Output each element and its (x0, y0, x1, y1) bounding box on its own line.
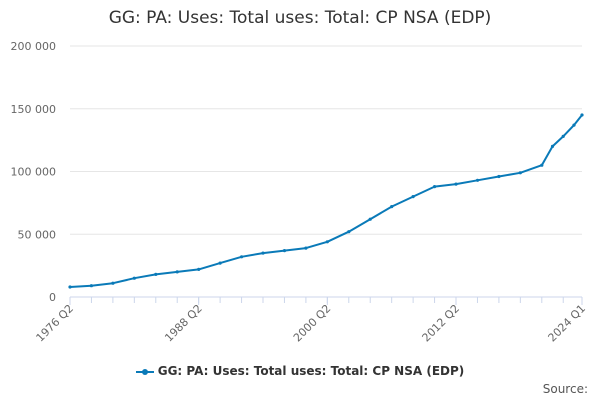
data-point[interactable] (282, 249, 287, 253)
axis-layer: 0 50 000 100 000 150 000 200 000 1976 Q2 1988 … (11, 40, 589, 344)
x-tick-label: 2000 Q2 (291, 302, 334, 345)
data-point[interactable] (325, 240, 329, 244)
legend[interactable]: GG: PA: Uses: Total uses: Total: CP NSA … (0, 364, 600, 379)
data-point[interactable] (518, 171, 522, 175)
chart-title: GG: PA: Uses: Total uses: Total: CP NSA … (108, 8, 492, 28)
data-point[interactable] (454, 182, 458, 186)
data-point[interactable] (240, 255, 244, 259)
data-point[interactable] (433, 185, 437, 189)
data-point[interactable] (197, 267, 201, 271)
source-label: Source: (542, 382, 588, 396)
data-point[interactable] (540, 163, 544, 167)
y-tick-label: 100 000 (11, 166, 57, 179)
grid-layer (70, 45, 582, 235)
data-point[interactable] (261, 251, 265, 255)
data-point[interactable] (572, 123, 576, 127)
data-point[interactable] (89, 284, 93, 288)
y-tick-label: 150 000 (11, 103, 57, 116)
data-point[interactable] (475, 178, 480, 182)
data-point[interactable] (368, 217, 372, 221)
data-point[interactable] (550, 144, 555, 148)
y-tick-label: 0 (49, 291, 56, 304)
legend-label: GG: PA: Uses: Total uses: Total: CP NSA … (157, 364, 465, 378)
legend-swatch (135, 365, 154, 379)
data-point[interactable] (111, 281, 115, 285)
legend-swatch-dot (141, 368, 148, 375)
data-point[interactable] (580, 113, 584, 117)
data-point[interactable] (497, 174, 501, 179)
y-tick-label: 50 000 (18, 228, 57, 241)
data-point[interactable] (132, 276, 136, 280)
x-tick-label: 2024 Q1 (546, 302, 589, 345)
data-point[interactable] (347, 230, 351, 234)
series-layer (68, 113, 584, 289)
data-point[interactable] (218, 261, 222, 265)
data-point[interactable] (390, 205, 394, 209)
data-point[interactable] (561, 134, 565, 138)
data-point[interactable] (154, 272, 158, 276)
x-tick-label: 2012 Q2 (420, 302, 463, 345)
x-tick-label: 1976 Q2 (34, 302, 77, 345)
series-line (69, 114, 583, 288)
data-point[interactable] (304, 246, 308, 250)
data-point[interactable] (175, 270, 179, 274)
data-point[interactable] (411, 195, 415, 199)
data-point[interactable] (68, 285, 72, 289)
x-tick-label: 1988 Q2 (162, 302, 205, 345)
y-tick-label: 200 000 (11, 40, 57, 53)
